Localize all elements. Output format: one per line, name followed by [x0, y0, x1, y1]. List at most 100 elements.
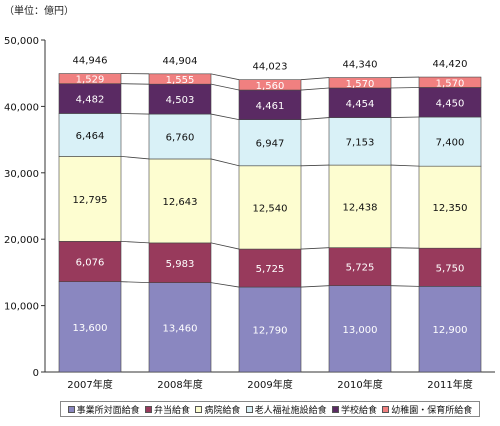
connector-line — [120, 240, 150, 244]
bar-segment — [418, 165, 482, 249]
segment-value-label: 12,350 — [433, 203, 468, 214]
connector-line — [120, 155, 150, 160]
legend-item: 病院給食 — [195, 403, 240, 416]
connector-line — [210, 158, 240, 167]
total-label: 44,023 — [253, 62, 288, 73]
connector-line — [300, 164, 330, 167]
legend-label: 事業所対面給食 — [76, 405, 140, 416]
bar-segment — [58, 241, 122, 282]
bar-segment — [328, 285, 392, 373]
connector-line — [390, 285, 420, 287]
segment-value-label: 5,983 — [166, 259, 195, 270]
bar-segment — [238, 79, 302, 91]
segment-value-label: 5,750 — [436, 263, 465, 274]
segment-value-label: 12,900 — [433, 325, 468, 336]
bar-segment — [58, 83, 122, 114]
total-label: 44,904 — [163, 56, 198, 67]
chart-legend: 事業所対面給食 弁当給食 病院給食 老人福祉施設給食 学校給食 幼稚園・保育所給食 — [60, 401, 480, 417]
segment-value-label: 13,000 — [343, 325, 378, 336]
connector-line — [120, 281, 150, 284]
connector-line — [210, 242, 240, 250]
connector-line — [390, 116, 420, 118]
segment-value-label: 1,529 — [76, 75, 105, 86]
x-tick-label: 2008年度 — [157, 378, 202, 391]
bar-segment — [58, 73, 122, 85]
bar-segment — [418, 87, 482, 118]
bar-segment — [238, 119, 302, 167]
bar-segment — [328, 117, 392, 166]
segment-value-label: 6,947 — [256, 139, 285, 150]
segment-value-label: 1,555 — [166, 75, 195, 86]
bar-segment — [418, 76, 482, 88]
connector-line — [390, 87, 420, 89]
bar-segment — [328, 87, 392, 118]
segment-value-label: 7,400 — [436, 138, 465, 149]
segment-value-label: 6,076 — [76, 258, 105, 269]
connector-line — [210, 113, 240, 121]
x-tick-label: 2009年度 — [247, 378, 292, 391]
segment-value-label: 12,795 — [73, 195, 108, 206]
x-tick-label: 2011年度 — [427, 378, 472, 391]
connector-line — [300, 285, 330, 288]
segment-value-label: 12,540 — [253, 203, 288, 214]
legend-swatch — [195, 405, 203, 413]
total-label: 44,420 — [433, 59, 468, 70]
x-tick-label: 2007年度 — [67, 378, 112, 391]
segment-value-label: 4,450 — [436, 98, 465, 109]
legend-item: 学校給食 — [331, 403, 377, 416]
segment-value-label: 12,438 — [343, 202, 378, 213]
segment-value-label: 6,760 — [166, 133, 195, 144]
legend-item: 事業所対面給食 — [67, 403, 140, 416]
legend-swatch — [382, 405, 390, 413]
connector-line — [210, 83, 240, 91]
legend-item: 幼稚園・保育所給食 — [382, 403, 472, 416]
bar-segment — [148, 282, 212, 373]
segment-value-label: 1,570 — [346, 79, 375, 90]
bar-segment — [58, 281, 122, 373]
bar-segment — [328, 77, 392, 89]
bar-segment — [328, 247, 392, 286]
bar-segment — [238, 286, 302, 373]
bar-segment — [238, 165, 302, 250]
legend-swatch — [144, 405, 152, 413]
total-label: 44,946 — [73, 56, 108, 67]
unit-label: （単位：億円） — [4, 6, 74, 17]
bar-segment — [58, 156, 122, 242]
legend-swatch — [67, 405, 75, 413]
segment-value-label: 4,503 — [166, 95, 195, 106]
legend-item: 老人福祉施設給食 — [245, 403, 327, 416]
legend-swatch — [245, 405, 253, 413]
connector-line — [300, 247, 330, 250]
connector-line — [210, 282, 240, 288]
y-tick-label: 10,000 — [4, 302, 39, 313]
segment-value-label: 4,461 — [256, 101, 285, 112]
legend-label: 学校給食 — [340, 405, 377, 416]
segment-value-label: 12,790 — [253, 326, 288, 337]
bar-segment — [148, 73, 212, 85]
y-tick-label: 50,000 — [4, 36, 39, 47]
bar-segment — [148, 113, 212, 160]
segment-value-label: 13,600 — [73, 323, 108, 334]
connector-line — [300, 117, 330, 121]
connector-line — [390, 76, 420, 78]
y-tick-label: 40,000 — [4, 102, 39, 113]
bar-segment — [418, 247, 482, 287]
segment-value-label: 4,482 — [76, 95, 105, 106]
segment-value-label: 5,725 — [256, 264, 285, 275]
segment-value-label: 5,725 — [346, 263, 375, 274]
x-tick-label: 2010年度 — [337, 378, 382, 391]
legend-item: 弁当給食 — [144, 403, 190, 416]
segment-value-label: 12,643 — [163, 197, 198, 208]
segment-value-label: 13,460 — [163, 323, 198, 334]
segment-value-label: 1,570 — [436, 78, 465, 89]
bar-segment — [58, 113, 122, 157]
y-tick-label: 30,000 — [4, 169, 39, 180]
segment-value-label: 7,153 — [346, 137, 375, 148]
segment-value-label: 4,454 — [346, 99, 375, 110]
bar-segment — [148, 83, 212, 115]
y-tick-label: 20,000 — [4, 235, 39, 246]
total-label: 44,340 — [343, 60, 378, 71]
y-tick-label: 0 — [33, 368, 39, 379]
connector-line — [390, 164, 420, 167]
segment-value-label: 1,560 — [256, 81, 285, 92]
